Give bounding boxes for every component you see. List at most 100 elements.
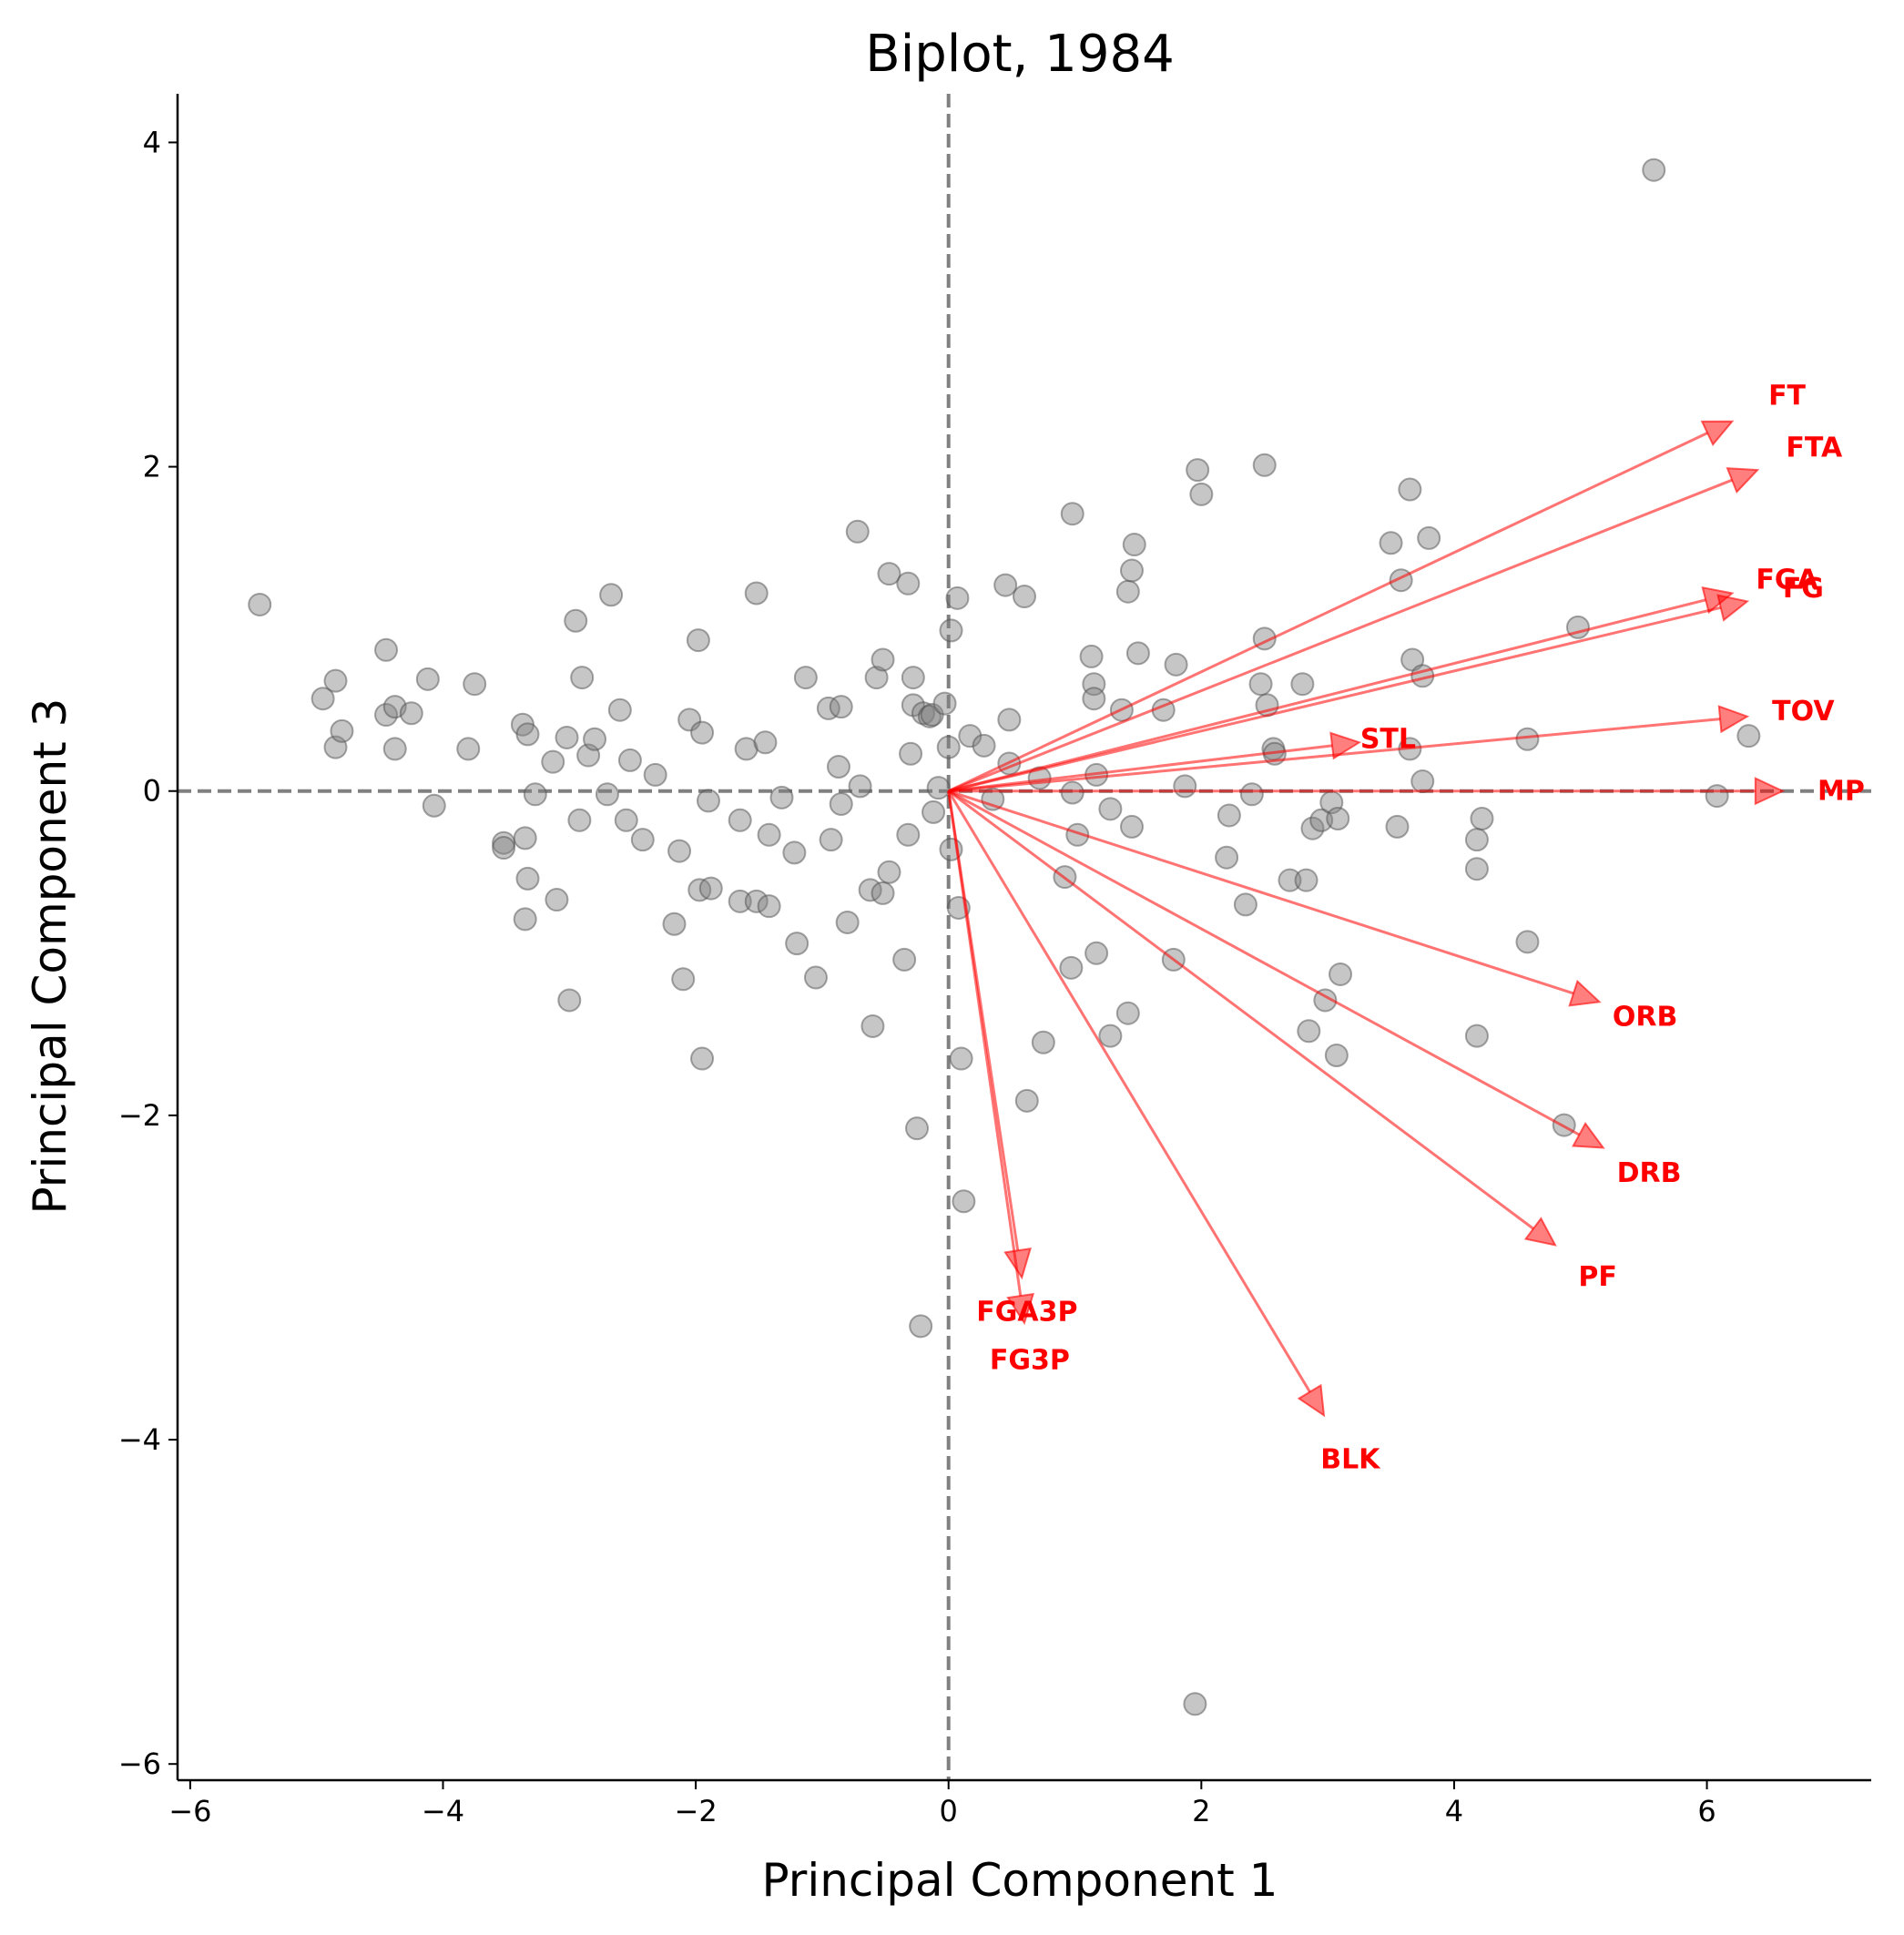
data-point xyxy=(311,687,335,711)
data-point xyxy=(945,586,970,610)
data-point xyxy=(662,911,687,936)
data-point xyxy=(728,889,752,913)
data-point xyxy=(515,722,540,747)
data-point xyxy=(993,573,1018,597)
data-point xyxy=(422,793,446,818)
data-point xyxy=(1300,816,1325,840)
data-point xyxy=(1642,158,1666,182)
vector-blk xyxy=(947,789,1311,1393)
data-point xyxy=(248,592,272,616)
arrowhead-mp xyxy=(1754,777,1786,806)
x-tick-label: −6 xyxy=(168,1794,211,1828)
data-point xyxy=(1515,727,1540,751)
data-point xyxy=(1014,1088,1039,1113)
data-point xyxy=(1215,845,1239,870)
data-point xyxy=(595,782,619,807)
x-tick-label: 4 xyxy=(1445,1794,1463,1828)
data-point xyxy=(972,733,996,758)
data-point xyxy=(803,965,828,990)
data-point xyxy=(1164,652,1188,677)
data-point xyxy=(564,608,588,633)
data-point xyxy=(835,910,860,934)
y-tick-label: 2 xyxy=(143,450,161,484)
data-point xyxy=(909,1314,933,1339)
vector-label-fta: FTA xyxy=(1786,432,1843,463)
data-point xyxy=(545,888,569,912)
data-point xyxy=(728,808,752,832)
data-point xyxy=(617,748,642,772)
data-point xyxy=(1119,558,1144,583)
data-point xyxy=(829,695,853,719)
data-point xyxy=(614,808,638,832)
x-tick-label: 0 xyxy=(940,1794,958,1828)
vector-label-drb: DRB xyxy=(1617,1157,1682,1189)
data-point xyxy=(1329,962,1353,986)
y-tick-label: 4 xyxy=(143,125,161,159)
data-point xyxy=(864,666,889,690)
data-point xyxy=(523,782,547,807)
data-point xyxy=(1470,807,1494,831)
y-tick-label: −2 xyxy=(118,1098,161,1133)
vector-label-stl: STL xyxy=(1360,724,1416,756)
data-point xyxy=(1084,941,1109,965)
vector-label-mp: MP xyxy=(1817,776,1865,808)
data-point xyxy=(1079,644,1104,668)
data-point xyxy=(871,647,895,672)
vector-fg3p xyxy=(947,790,1023,1297)
data-point xyxy=(1736,724,1761,749)
arrowhead-drb xyxy=(1572,1121,1605,1149)
vector-label-fga: FGA xyxy=(1756,564,1818,596)
vector-label-fg: FG xyxy=(1783,573,1824,605)
data-point xyxy=(819,828,843,852)
data-point xyxy=(1324,1043,1349,1067)
vector-fga xyxy=(948,598,1706,793)
data-point xyxy=(1379,531,1403,555)
data-point xyxy=(921,799,946,824)
data-point xyxy=(1326,807,1350,831)
data-point xyxy=(374,703,399,728)
data-point xyxy=(1417,525,1441,550)
data-point xyxy=(871,881,895,905)
x-tick-label: −2 xyxy=(675,1794,718,1828)
data-point xyxy=(1189,482,1214,506)
data-point xyxy=(939,618,963,643)
data-point xyxy=(753,730,778,755)
arrowhead-blk xyxy=(1297,1383,1326,1418)
data-point xyxy=(1410,769,1435,794)
data-point xyxy=(463,672,487,697)
arrowhead-fg3p xyxy=(1006,1292,1035,1326)
arrowhead-stl xyxy=(1329,731,1362,760)
data-point xyxy=(877,860,901,884)
data-point xyxy=(892,947,917,972)
y-tick-label: −6 xyxy=(118,1747,161,1781)
data-point xyxy=(1252,453,1277,477)
data-point xyxy=(757,822,781,847)
data-point xyxy=(1060,502,1084,526)
data-point xyxy=(1290,672,1315,697)
data-point xyxy=(901,666,925,690)
data-point xyxy=(374,637,399,662)
data-point xyxy=(997,708,1022,732)
data-point xyxy=(936,735,961,759)
arrowhead-orb xyxy=(1568,979,1602,1007)
data-point xyxy=(896,571,921,596)
vector-orb xyxy=(948,789,1574,995)
data-point xyxy=(1385,814,1410,839)
vector-label-pf: PF xyxy=(1578,1261,1616,1293)
data-point xyxy=(1239,782,1264,807)
data-point xyxy=(949,1046,973,1071)
reference-lines xyxy=(178,94,1871,1780)
arrowhead-fg xyxy=(1716,594,1750,622)
data-point xyxy=(382,737,407,761)
vector-label-fg3p: FG3P xyxy=(990,1345,1070,1377)
data-point xyxy=(785,932,809,956)
data-point xyxy=(690,720,715,745)
data-point xyxy=(1278,868,1302,892)
x-axis-label: Principal Component 1 xyxy=(762,1854,1278,1907)
x-tick-label: 2 xyxy=(1192,1794,1210,1828)
data-point xyxy=(848,774,872,799)
data-point xyxy=(515,866,540,891)
x-tick-label: 6 xyxy=(1697,1794,1716,1828)
data-point xyxy=(323,668,348,693)
